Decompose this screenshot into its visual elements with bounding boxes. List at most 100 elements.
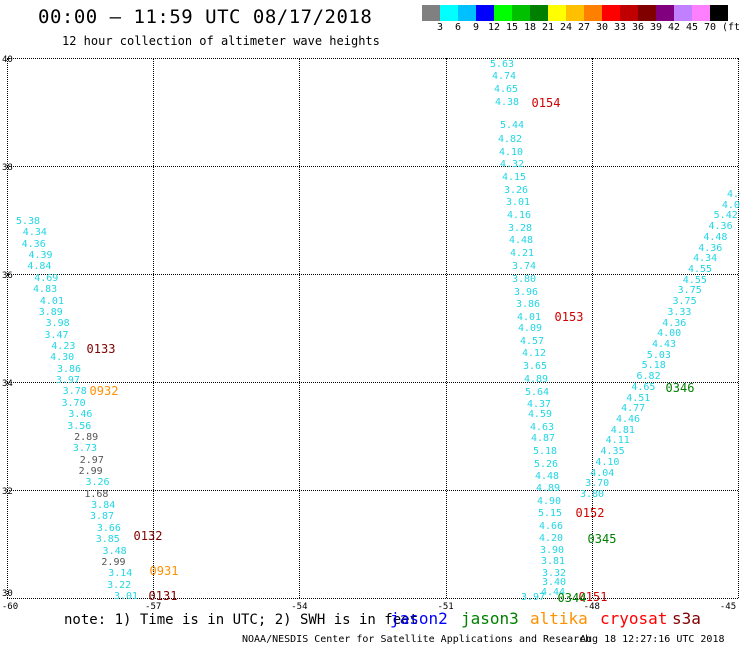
wave-height-track-c: 4.69 (34, 272, 59, 284)
longitude-tick-label: -54 (291, 602, 308, 612)
pass-time-label: 0152 (575, 506, 605, 520)
longitude-gridline (738, 58, 739, 598)
wave-height-track-a: 4.82 (497, 134, 523, 145)
wave-height-track-b: 4.46 (615, 414, 641, 425)
wave-height-track-b: 3.70 (585, 478, 610, 490)
wave-height-track-c: 3.26 (85, 477, 110, 489)
wave-height-track-c: 2.97 (79, 454, 104, 466)
wave-height-track-a: 4.32 (499, 159, 525, 170)
map-subtitle: 12 hour collection of altimeter wave hei… (62, 34, 380, 48)
satellite-legend-cryosat: cryosat (600, 609, 668, 628)
wave-height-track-a: 4.09 (517, 323, 543, 334)
longitude-gridline (591, 58, 593, 598)
color-legend (422, 5, 728, 21)
wave-height-track-c: 3.70 (61, 397, 86, 409)
wave-height-track-c: 4.84 (27, 261, 52, 273)
wave-height-track-a: 4.15 (501, 172, 527, 183)
wave-height-track-b: 4.55 (682, 274, 707, 286)
wave-height-track-c: 3.22 (107, 579, 132, 591)
longitude-gridline (299, 58, 301, 598)
wave-height-track-b: 3.33 (667, 306, 692, 318)
wave-height-track-b: 4.34 (693, 253, 718, 265)
wave-height-track-c: 3.87 (90, 511, 115, 523)
wave-height-track-b: 4.36 (662, 317, 687, 329)
wave-height-track-b: 3.80 (579, 489, 605, 500)
wave-height-track-b: 4.51 (626, 392, 651, 404)
wave-height-track-a: 3.96 (513, 287, 539, 298)
latitude-gridline (7, 58, 738, 59)
latitude-gridline (7, 274, 738, 275)
pass-time-label: 0153 (554, 310, 584, 324)
wave-height-track-a: 4.01 (516, 312, 542, 323)
legend-tick-label: 45 (685, 22, 699, 33)
legend-swatch (692, 5, 710, 21)
wave-height-track-c: 3.85 (95, 534, 120, 546)
satellite-legend-jason3: jason3 (461, 609, 519, 628)
pass-time-label: 0345 (587, 532, 617, 546)
wave-height-track-a: 4.63 (529, 422, 555, 433)
legend-swatch (476, 5, 494, 21)
wave-height-track-a: 3.32 (541, 568, 567, 579)
wave-height-track-a: 3.40 (541, 577, 567, 588)
wave-height-track-c: 3.01 (113, 591, 139, 602)
footer-note: note: 1) Time is in UTC; 2) SWH is in fe… (64, 612, 419, 628)
wave-height-track-c: 2.99 (78, 466, 103, 477)
longitude-tick-label: -57 (145, 602, 162, 612)
wave-height-track-b: 4.55 (687, 264, 713, 275)
legend-swatch (458, 5, 476, 21)
wave-height-track-a: 4.38 (494, 97, 520, 108)
wave-height-track-a: 4.48 (534, 471, 560, 482)
wave-height-track-c: 3.73 (72, 443, 98, 455)
legend-swatch (530, 5, 548, 21)
latitude-gridline (7, 166, 738, 167)
wave-height-track-c: 3.48 (102, 545, 127, 557)
wave-height-track-a: 4.48 (508, 235, 534, 246)
wave-height-track-a: 4.44 (540, 587, 566, 598)
wave-height-track-b: 6.82 (636, 371, 661, 383)
latitude-gridline (7, 382, 738, 383)
latitude-gridline (7, 598, 738, 599)
footer-timestamp: Aug 18 12:27:16 UTC 2018 (580, 634, 725, 645)
legend-swatch (548, 5, 566, 21)
legend-tick-label: 27 (577, 22, 591, 33)
longitude-gridline (153, 58, 155, 598)
wave-height-track-a: 4.16 (506, 210, 532, 221)
longitude-tick-label: -45 (719, 602, 737, 612)
longitude-gridline (7, 58, 8, 598)
legend-tick-label: 39 (649, 22, 663, 33)
satellite-legend-s3a: s3a (672, 609, 701, 628)
wave-height-track-c: 3.14 (108, 568, 133, 580)
wave-height-track-a: 5.44 (499, 120, 525, 131)
legend-swatch (620, 5, 638, 21)
wave-height-track-a: 3.86 (515, 299, 541, 310)
satellite-legend-jason2: jason2 (390, 609, 448, 628)
pass-time-label: 0344 (557, 591, 587, 605)
wave-height-track-b: 4.77 (621, 403, 646, 415)
wave-height-track-c: 4.01 (39, 295, 64, 307)
legend-swatch (566, 5, 584, 21)
wave-height-track-c: 4.23 (51, 341, 76, 352)
pass-time-label: 0932 (89, 384, 119, 398)
wave-height-track-c: 3.78 (62, 386, 87, 398)
legend-tick-label: 3 (436, 22, 444, 33)
longitude-gridline (445, 58, 447, 598)
wave-height-track-b: 4.0 (721, 199, 740, 211)
wave-height-track-c: 3.46 (68, 409, 93, 421)
latitude-gridline (7, 490, 738, 491)
footer-credit: NOAA/NESDIS Center for Satellite Applica… (242, 634, 592, 645)
wave-height-track-c: 1.68 (84, 488, 109, 500)
wave-height-track-a: 4.12 (521, 348, 547, 359)
legend-swatch (494, 5, 512, 21)
pass-time-label: 0931 (149, 564, 179, 578)
wave-height-track-a: 4.74 (491, 71, 517, 82)
wave-height-track-b: 3.75 (677, 285, 702, 297)
wave-height-track-b: 4.04 (590, 467, 615, 479)
pass-time-label: 0151 (578, 590, 608, 604)
satellite-legend-altika: altika (530, 609, 588, 628)
pass-time-label: 0132 (133, 529, 163, 543)
wave-height-track-c: 4.83 (33, 284, 58, 296)
legend-tick-label: 42 (667, 22, 681, 33)
wave-height-track-b: 4.81 (610, 424, 635, 436)
wave-height-track-a: 3.90 (539, 545, 565, 556)
wave-height-track-a: 3.26 (503, 185, 529, 196)
